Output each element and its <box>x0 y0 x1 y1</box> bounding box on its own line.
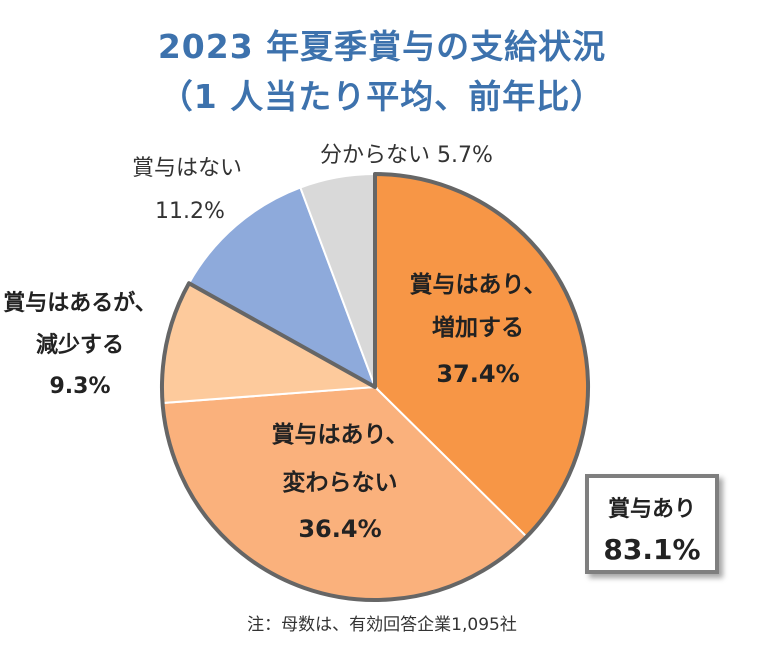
chart-title-line2: （1 人当たり平均、前年比） <box>159 77 605 116</box>
slice-label-unchanged-line2: 変わらない <box>283 469 398 496</box>
slice-label-decrease-line1: 賞与はあるが、 <box>3 290 157 316</box>
pie-slice-none <box>187 186 377 390</box>
summary-label: 賞与あり <box>607 497 696 522</box>
slice-label-unchanged-line1: 賞与はあり、 <box>271 421 408 448</box>
slice-value-none: 11.2% <box>155 199 225 224</box>
summary-value: 83.1% <box>603 533 701 566</box>
slice-value-unknown: 5.7% <box>437 143 493 168</box>
slice-value-decrease: 9.3% <box>49 374 110 399</box>
slice-value-increase: 37.4% <box>436 360 519 388</box>
footnote: 注：母数は、有効回答企業1,095社 <box>247 615 517 635</box>
bonus-summary-box: 賞与あり 83.1% <box>585 474 719 574</box>
slice-label-none: 賞与はない <box>132 156 242 181</box>
bonus-group-outline <box>160 172 590 602</box>
chart-title-line1: 2023 年夏季賞与の支給状況 <box>157 27 607 66</box>
slice-label-increase-line1: 賞与はあり、 <box>409 271 546 298</box>
slice-label-decrease-line2: 減少する <box>36 333 124 358</box>
slice-label-unknown: 分からない <box>320 143 430 168</box>
slice-label-increase-line2: 増加する <box>432 314 524 341</box>
slice-value-unchanged: 36.4% <box>298 515 381 543</box>
